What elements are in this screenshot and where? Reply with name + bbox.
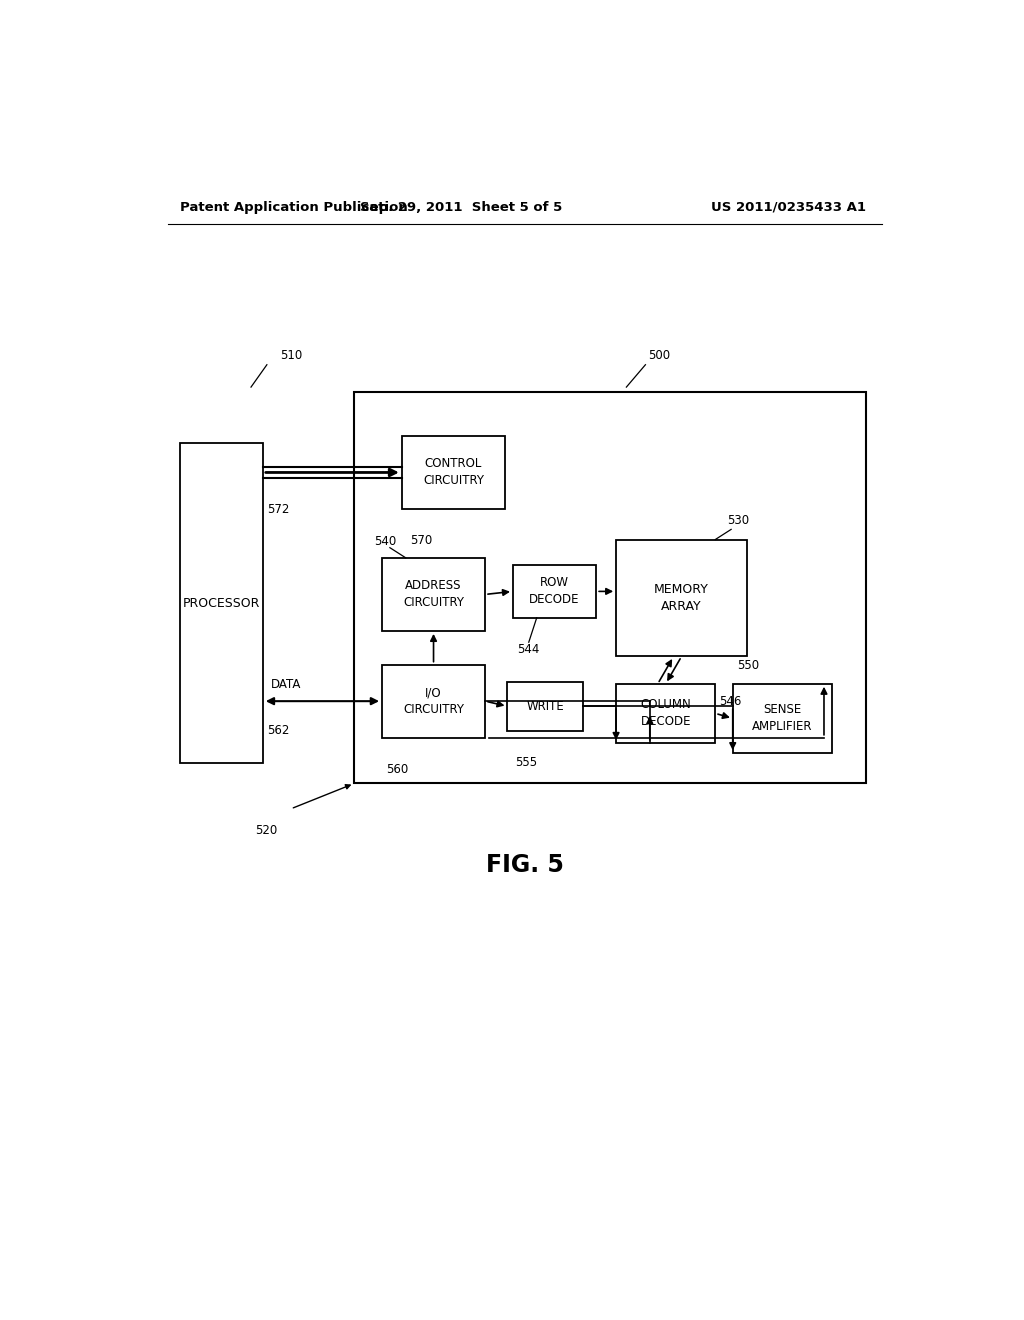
Text: 555: 555 bbox=[515, 756, 538, 770]
Text: Patent Application Publication: Patent Application Publication bbox=[179, 201, 408, 214]
Bar bbox=[179, 444, 263, 763]
Text: 520: 520 bbox=[255, 824, 278, 837]
Bar bbox=[616, 684, 716, 743]
Bar bbox=[616, 540, 748, 656]
Text: WRITE: WRITE bbox=[526, 700, 564, 713]
Bar bbox=[382, 664, 485, 738]
Text: MEMORY
ARRAY: MEMORY ARRAY bbox=[654, 583, 709, 612]
Bar bbox=[382, 558, 485, 631]
Bar bbox=[733, 684, 831, 752]
Text: 530: 530 bbox=[727, 515, 750, 528]
Bar bbox=[507, 682, 583, 731]
Text: PROCESSOR: PROCESSOR bbox=[182, 597, 260, 610]
Text: CONTROL
CIRCUITRY: CONTROL CIRCUITRY bbox=[423, 458, 484, 487]
Text: 560: 560 bbox=[386, 763, 409, 776]
Text: 540: 540 bbox=[374, 535, 396, 548]
Text: 570: 570 bbox=[410, 535, 432, 548]
Bar bbox=[401, 436, 505, 510]
Text: 550: 550 bbox=[736, 659, 759, 672]
Text: 572: 572 bbox=[267, 503, 289, 516]
Text: FIG. 5: FIG. 5 bbox=[485, 853, 564, 876]
Text: 562: 562 bbox=[267, 723, 289, 737]
Text: 544: 544 bbox=[517, 643, 540, 656]
Bar bbox=[513, 565, 596, 618]
Text: I/O
CIRCUITRY: I/O CIRCUITRY bbox=[403, 686, 464, 717]
Text: 500: 500 bbox=[648, 348, 670, 362]
Text: ADDRESS
CIRCUITRY: ADDRESS CIRCUITRY bbox=[403, 579, 464, 610]
Text: COLUMN
DECODE: COLUMN DECODE bbox=[640, 698, 691, 729]
Bar bbox=[354, 392, 866, 784]
Text: US 2011/0235433 A1: US 2011/0235433 A1 bbox=[711, 201, 866, 214]
Text: SENSE
AMPLIFIER: SENSE AMPLIFIER bbox=[752, 704, 813, 734]
Text: DATA: DATA bbox=[270, 678, 301, 690]
Text: Sep. 29, 2011  Sheet 5 of 5: Sep. 29, 2011 Sheet 5 of 5 bbox=[360, 201, 562, 214]
Text: ROW
DECODE: ROW DECODE bbox=[529, 577, 580, 606]
Text: 510: 510 bbox=[281, 348, 303, 362]
Text: 546: 546 bbox=[719, 696, 741, 709]
